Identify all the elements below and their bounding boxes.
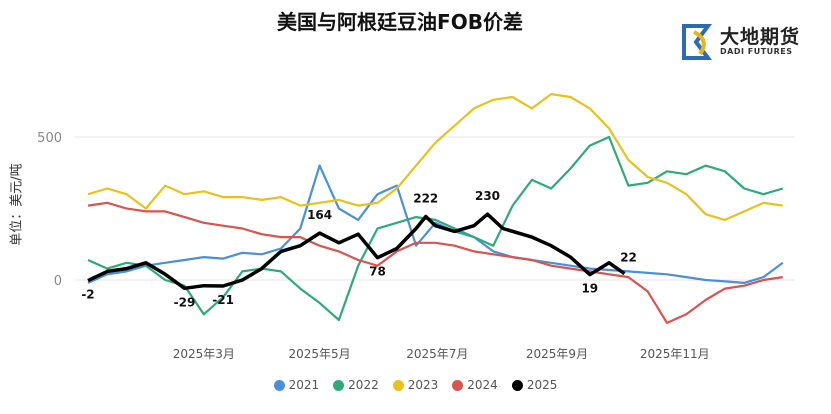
logo-text-en: DADI FUTURES (720, 47, 793, 56)
chart-title: 美国与阿根廷豆油FOB价差 (277, 10, 523, 34)
legend-label: 2022 (348, 378, 379, 392)
data-label: -21 (212, 293, 234, 307)
y-tick-label: 0 (54, 274, 62, 289)
legend-dot-icon (452, 379, 464, 391)
legend-item-2022[interactable]: 2022 (333, 378, 379, 392)
x-tick-label: 2025年5月 (289, 347, 351, 361)
data-label: 230 (475, 189, 500, 203)
legend-item-2024[interactable]: 2024 (452, 378, 498, 392)
dadi-futures-logo: 大地期货 DADI FUTURES (680, 22, 830, 62)
legend-dot-icon (333, 379, 345, 391)
legend-item-2023[interactable]: 2023 (392, 378, 439, 392)
legend-label: 2021 (288, 378, 320, 392)
series-line-2025 (87, 212, 626, 291)
y-tick-label: 500 (37, 131, 62, 146)
series-line-2023 (87, 92, 783, 221)
legend-dot-icon (511, 379, 523, 391)
data-label: 164 (307, 208, 332, 222)
data-label: 222 (413, 192, 438, 206)
legend-item-2025[interactable]: 2025 (511, 378, 558, 392)
x-tick-label: 2025年9月 (526, 347, 588, 361)
legend-dot-icon (273, 379, 285, 391)
series-line-2022 (87, 135, 784, 322)
x-tick-label: 2025年7月 (406, 347, 468, 361)
logo-text-cn: 大地期货 (720, 26, 801, 48)
legend-item-2021[interactable]: 2021 (273, 378, 320, 392)
logo-mark-icon (682, 24, 712, 60)
data-label: -2 (81, 288, 94, 302)
data-label: 78 (369, 265, 386, 279)
x-tick-label: 2025年3月 (173, 347, 235, 361)
data-label: 22 (620, 251, 637, 265)
series-line-2024 (87, 201, 783, 324)
series-line-2021 (87, 164, 784, 284)
data-label: 19 (581, 282, 598, 296)
legend-dot-icon (392, 379, 404, 391)
legend: 2021 2022 2023 2024 2025 (0, 378, 831, 392)
legend-label: 2025 (526, 378, 558, 392)
legend-label: 2024 (467, 378, 498, 392)
x-tick-label: 2025年11月 (640, 347, 710, 361)
data-label: -29 (174, 295, 196, 309)
legend-label: 2023 (407, 378, 439, 392)
